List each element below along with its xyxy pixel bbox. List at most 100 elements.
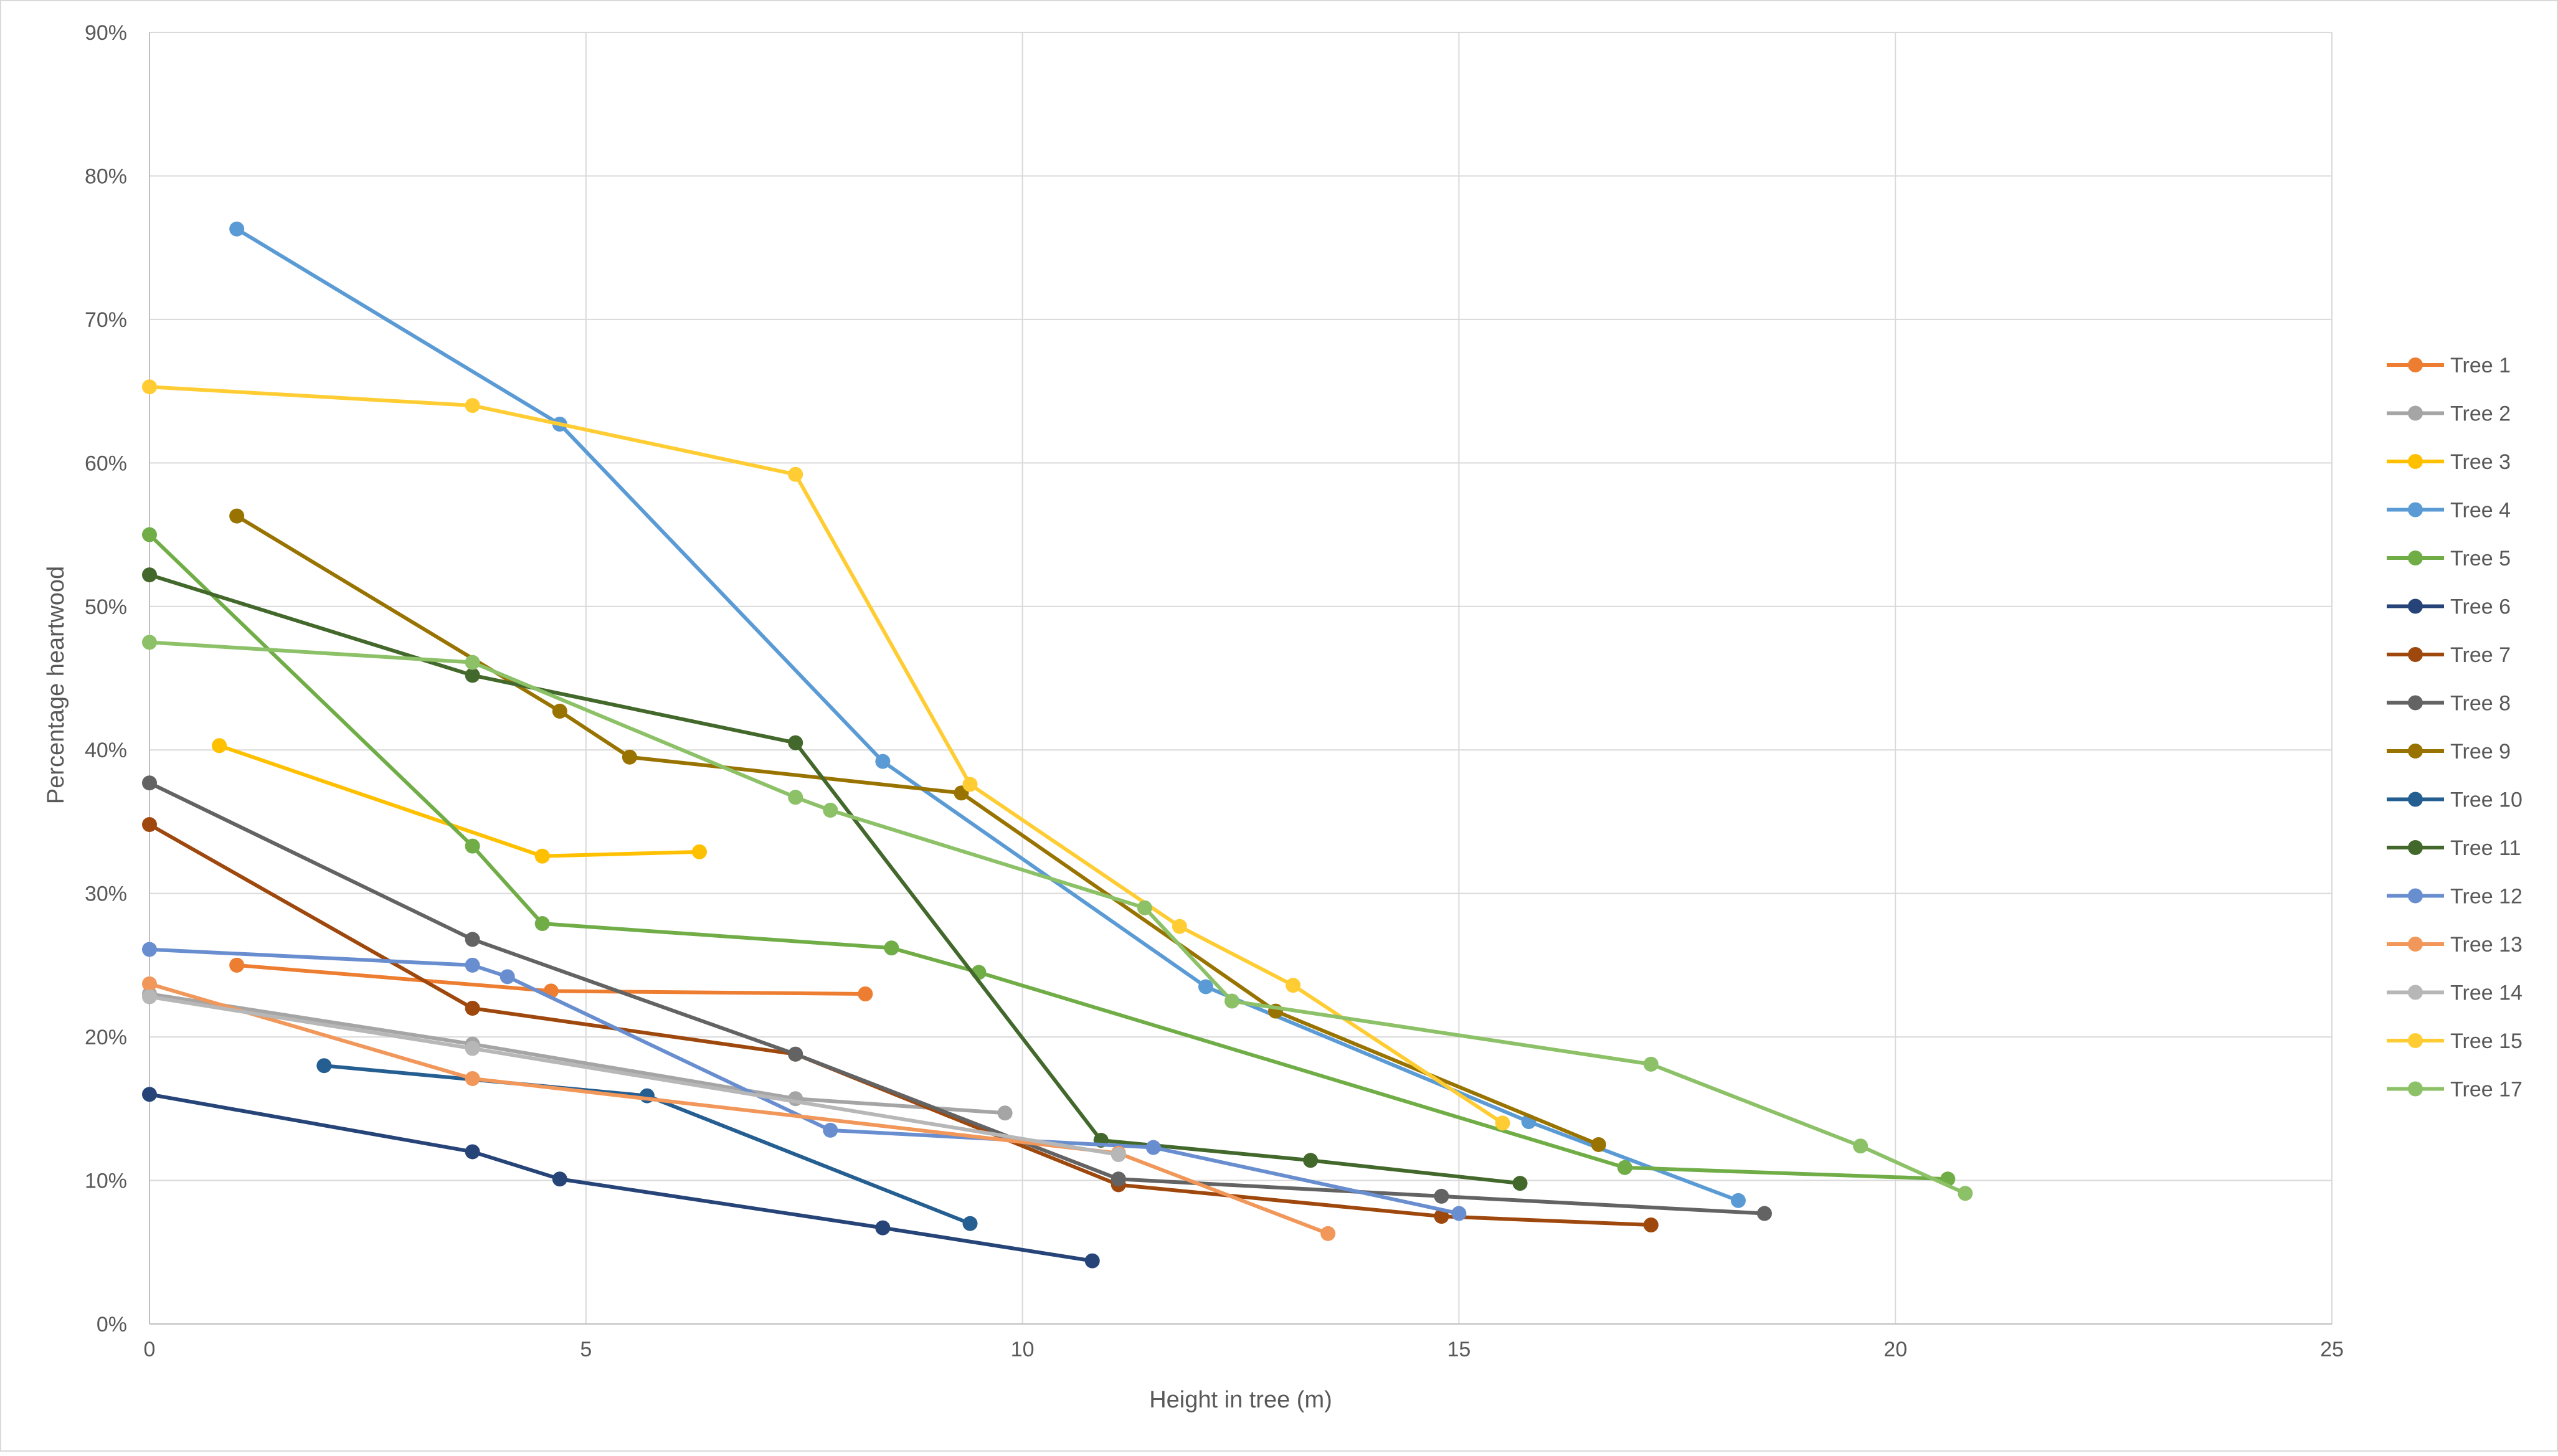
tree-8-line bbox=[148, 781, 1766, 1216]
tree-11-line bbox=[148, 573, 1522, 1186]
series-tree-1 bbox=[229, 957, 873, 1001]
legend-label: Tree 17 bbox=[2450, 1078, 2522, 1102]
y-tick-label: 50% bbox=[85, 595, 127, 619]
x-tick-label: 0 bbox=[144, 1338, 156, 1361]
legend-item-tree-5: Tree 5 bbox=[2387, 547, 2511, 570]
tree-5-point bbox=[465, 838, 480, 854]
legend-swatch-marker bbox=[2408, 1081, 2423, 1097]
legend-item-tree-13: Tree 13 bbox=[2387, 933, 2522, 957]
tree-5-point bbox=[534, 916, 550, 932]
legend-swatch-marker bbox=[2408, 1033, 2423, 1048]
legend-label: Tree 13 bbox=[2450, 933, 2522, 957]
tree-17-point bbox=[823, 803, 838, 818]
legend-label: Tree 15 bbox=[2450, 1029, 2522, 1053]
x-tick-label: 10 bbox=[1011, 1338, 1035, 1361]
y-tick-label: 60% bbox=[85, 451, 127, 475]
legend: Tree 1 Tree 2 Tree 3 Tree 4 Tree 5 Tree 6 Tree… bbox=[2387, 354, 2522, 1102]
tree-12-point bbox=[465, 957, 480, 973]
legend-swatch-marker bbox=[2408, 985, 2423, 1000]
legend-item-tree-4: Tree 4 bbox=[2387, 499, 2511, 522]
legend-label: Tree 4 bbox=[2450, 499, 2511, 522]
series-tree-6 bbox=[142, 1087, 1100, 1269]
x-tick-label: 20 bbox=[1883, 1338, 1907, 1361]
series-tree-14 bbox=[142, 989, 1126, 1163]
tree-10-point bbox=[962, 1216, 978, 1231]
legend-swatch-marker bbox=[2408, 695, 2423, 711]
tree-9-point bbox=[552, 704, 567, 719]
tree-17-point bbox=[1958, 1186, 1973, 1201]
tree-15-point bbox=[788, 466, 803, 482]
tree-17-point bbox=[788, 790, 803, 805]
tree-7-point bbox=[1643, 1217, 1659, 1232]
legend-item-tree-8: Tree 8 bbox=[2387, 692, 2511, 716]
tree-15-point bbox=[1495, 1115, 1510, 1131]
tree-4-point bbox=[229, 221, 245, 237]
legend-swatch-marker bbox=[2408, 551, 2423, 565]
tree-8-point bbox=[788, 1046, 803, 1062]
tree-5-line bbox=[148, 532, 1950, 1181]
tree-9-point bbox=[229, 508, 245, 524]
legend-swatch-marker bbox=[2408, 888, 2423, 904]
tree-15-point bbox=[1286, 978, 1301, 993]
legend-item-tree-9: Tree 9 bbox=[2387, 740, 2511, 763]
tree-7-point bbox=[1434, 1209, 1449, 1224]
tree-14-point bbox=[465, 1041, 480, 1056]
axes: 0% 10% 20% 30% 40% 50% 60% 70% 80% 90% 0 5 10 15 20 25 bbox=[85, 21, 2344, 1361]
tree-9-line bbox=[235, 514, 1601, 1146]
tree-17-point bbox=[1853, 1138, 1869, 1154]
legend-item-tree-2: Tree 2 bbox=[2387, 402, 2511, 426]
legend-swatch-marker bbox=[2408, 840, 2423, 855]
legend-label: Tree 6 bbox=[2450, 595, 2511, 619]
tree-12-line bbox=[148, 947, 1461, 1216]
legend-label: Tree 1 bbox=[2450, 354, 2511, 377]
tree-17-point bbox=[142, 635, 157, 650]
tree-8-point bbox=[1434, 1188, 1449, 1204]
series-tree-7 bbox=[142, 817, 1659, 1232]
legend-item-tree-3: Tree 3 bbox=[2387, 450, 2511, 474]
legend-label: Tree 7 bbox=[2450, 643, 2511, 667]
series-tree-17 bbox=[142, 635, 1973, 1201]
tree-2-point bbox=[997, 1105, 1013, 1121]
legend-item-tree-12: Tree 12 bbox=[2387, 885, 2522, 909]
tree-11-point bbox=[788, 735, 803, 750]
tree-8-point bbox=[142, 775, 157, 791]
tree-17-point bbox=[1224, 993, 1239, 1009]
tree-12-point bbox=[823, 1122, 838, 1138]
legend-item-tree-1: Tree 1 bbox=[2387, 354, 2511, 377]
legend-swatch-marker bbox=[2408, 454, 2423, 469]
tree-11-point bbox=[1512, 1176, 1528, 1191]
tree-5-point bbox=[884, 940, 899, 956]
y-tick-label: 90% bbox=[85, 21, 127, 45]
tree-6-point bbox=[1084, 1253, 1100, 1269]
tree-12-point bbox=[142, 942, 157, 957]
x-tick-label: 25 bbox=[2320, 1338, 2344, 1361]
tree-12-point bbox=[1145, 1140, 1161, 1155]
legend-swatch-marker bbox=[2408, 744, 2423, 759]
y-tick-label: 80% bbox=[85, 164, 127, 188]
legend-label: Tree 11 bbox=[2450, 836, 2521, 860]
tree-8-point bbox=[465, 932, 480, 947]
tree-11-point bbox=[465, 668, 480, 683]
legend-item-tree-7: Tree 7 bbox=[2387, 643, 2511, 667]
legend-label: Tree 2 bbox=[2450, 402, 2511, 426]
tree-11-point bbox=[142, 567, 157, 583]
series-tree-9 bbox=[229, 508, 1606, 1152]
tree-11-point bbox=[1303, 1153, 1319, 1168]
legend-swatch-marker bbox=[2408, 937, 2423, 952]
tree-15-point bbox=[465, 398, 480, 414]
x-axis-title: Height in tree (m) bbox=[1149, 1387, 1332, 1413]
tree-15-point bbox=[962, 777, 978, 792]
tree-6-point bbox=[465, 1144, 480, 1160]
tree-6-point bbox=[142, 1087, 157, 1102]
y-tick-label: 70% bbox=[85, 308, 127, 332]
tree-9-point bbox=[1591, 1137, 1606, 1152]
legend-label: Tree 3 bbox=[2450, 450, 2511, 474]
series-tree-10 bbox=[316, 1058, 978, 1231]
tree-4-point bbox=[1198, 979, 1213, 995]
tree-7-point bbox=[142, 817, 157, 833]
tree-17-line bbox=[148, 640, 1968, 1196]
legend-item-tree-17: Tree 17 bbox=[2387, 1078, 2522, 1102]
tree-3-point bbox=[534, 848, 550, 864]
tree-10-point bbox=[316, 1058, 332, 1074]
